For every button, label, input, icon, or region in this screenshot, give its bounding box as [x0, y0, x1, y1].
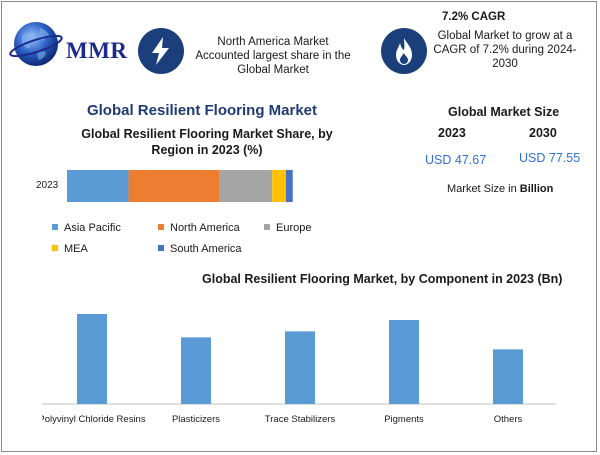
region-bar-segment-south-america	[285, 170, 293, 202]
market-size-value-start: USD 47.67	[425, 153, 487, 167]
component-bar-polyvinyl-chloride-resins	[77, 314, 107, 404]
region-bar-category: 2023	[36, 180, 59, 191]
legend-label: South America	[170, 243, 242, 255]
info-badge	[138, 28, 184, 74]
market-size-year-start: 2023	[438, 126, 466, 140]
component-bar-pigments	[389, 320, 419, 404]
chart-main-title: Global Resilient Flooring Market	[86, 102, 318, 119]
region-chart-subtitle: Global Resilient Flooring Market Share, …	[81, 127, 333, 157]
legend-label: MEA	[64, 243, 88, 255]
logo: MMR	[8, 12, 128, 74]
legend-item-asia-pacific: Asia Pacific	[52, 222, 121, 234]
component-bar-plasticizers	[181, 337, 211, 404]
region-bar-segment-mea	[272, 170, 286, 202]
component-tick-label: Pigments	[384, 414, 424, 425]
flame-icon	[396, 38, 412, 65]
legend-swatch	[52, 245, 58, 251]
component-bar-others	[493, 349, 523, 404]
legend-swatch	[264, 224, 270, 230]
legend-item-mea: MEA	[52, 243, 88, 255]
market-size-year-end: 2030	[529, 126, 557, 140]
lightning-icon	[152, 37, 169, 65]
cagr-badge	[381, 28, 427, 74]
legend-item-north-america: North America	[158, 222, 240, 234]
legend-swatch	[158, 245, 164, 251]
market-size-note: Market Size in Billion	[447, 183, 553, 195]
cagr-text: Global Market to grow at a CAGR of 7.2% …	[433, 30, 577, 70]
component-tick-label: Trace Stabilizers	[265, 414, 336, 425]
legend-label: Asia Pacific	[64, 222, 121, 234]
component-bar-trace-stabilizers	[285, 331, 315, 404]
component-bar-chart: Polyvinyl Chloride Resins Plasticizers Tra…	[42, 314, 556, 425]
market-size-note-prefix: Market Size in	[447, 183, 520, 195]
component-tick-label: Plasticizers	[172, 414, 220, 425]
cagr-title: 7.2% CAGR	[442, 11, 506, 23]
legend-label: North America	[170, 222, 240, 234]
market-size-value-end: USD 77.55	[519, 151, 581, 165]
legend-swatch	[52, 224, 58, 230]
region-info-text: North America Market Accounted largest s…	[195, 36, 351, 76]
component-tick-label: Polyvinyl Chloride Resins	[42, 414, 146, 425]
market-size-title: Global Market Size	[448, 105, 560, 119]
region-bar-segment-north-america	[128, 170, 220, 202]
legend-label: Europe	[276, 222, 312, 234]
region-bar-segment-asia-pacific	[67, 170, 129, 202]
component-chart-title: Global Resilient Flooring Market, by Com…	[202, 272, 563, 286]
component-tick-label: Others	[494, 414, 523, 425]
legend-item-south-america: South America	[158, 243, 242, 255]
logo-text: MMR	[66, 38, 128, 63]
region-bar-segment-europe	[219, 170, 273, 202]
legend-item-europe: Europe	[264, 222, 311, 234]
legend-swatch	[158, 224, 164, 230]
market-size-note-unit: Billion	[519, 183, 554, 195]
globe-icon	[9, 22, 63, 66]
region-share-bar	[67, 170, 293, 202]
